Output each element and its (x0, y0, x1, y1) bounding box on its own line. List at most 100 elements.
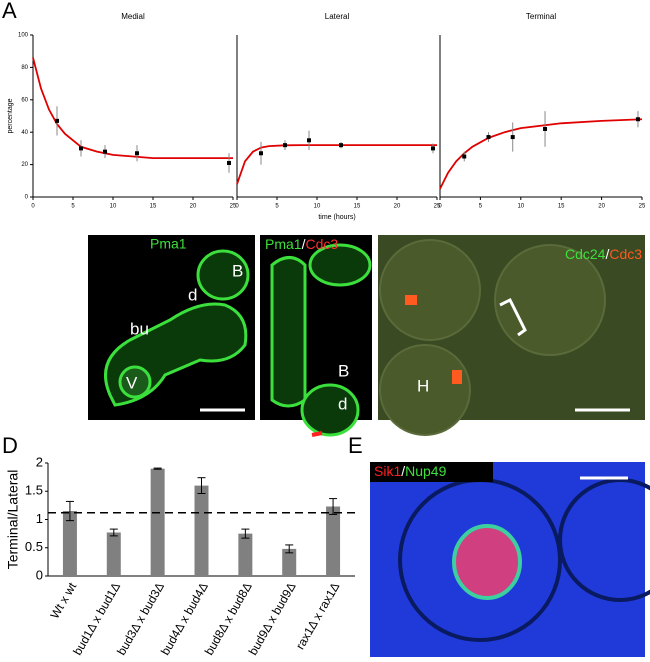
bar (106, 532, 121, 576)
y-tick-label: 20 (21, 162, 28, 168)
fit-curve (439, 118, 643, 190)
data-point (339, 143, 343, 148)
data-point (431, 146, 435, 151)
data-point (55, 118, 59, 123)
bar (238, 533, 253, 576)
x-tick-label: 0 (438, 204, 442, 210)
x-tick-label: rax1Δ x rax1Δ (293, 580, 342, 652)
chart-title: Lateral (325, 12, 350, 21)
y-tick-label: 0 (25, 195, 29, 201)
image-label: d (338, 394, 347, 413)
fit-curve (32, 57, 233, 160)
panel-label: E (348, 433, 363, 458)
stain: Cdc3 (305, 236, 338, 252)
y-tick-label: 0 (36, 567, 43, 582)
x-tick-label: 15 (558, 204, 565, 210)
data-point (486, 135, 491, 140)
stain-label: Sik1/Nup49 (374, 463, 447, 479)
panel-label: D (2, 433, 18, 458)
x-tick-label: 20 (598, 204, 605, 210)
image-label: H (417, 376, 429, 395)
stain: Sik1 (374, 463, 401, 479)
x-tick-label: 20 (190, 204, 197, 210)
x-axis-label: time (hours) (318, 214, 355, 221)
chart-title: Terminal (526, 12, 556, 21)
bar (62, 511, 77, 576)
x-tick-label: 25 (639, 204, 646, 210)
fit-curve (236, 144, 437, 185)
bar (326, 506, 341, 576)
y-tick-label: 100 (18, 33, 29, 39)
data-point (462, 154, 467, 159)
stain: / (401, 463, 405, 479)
cells (379, 239, 606, 436)
y-tick-label: 80 (21, 65, 28, 71)
x-tick-label: bud3Δ x bud3Δ (114, 580, 167, 657)
x-tick-label: 25 (230, 204, 237, 210)
data-point (543, 126, 548, 131)
image-label: B (338, 361, 349, 380)
data-point (510, 135, 515, 140)
x-tick-label: 10 (110, 204, 117, 210)
bar (150, 468, 165, 576)
y-tick-label: 1.5 (25, 483, 43, 498)
image-label: B (232, 261, 243, 280)
bracket (499, 297, 527, 337)
stain: Pma1 (265, 236, 302, 252)
cells (104, 249, 250, 407)
data-point (307, 138, 311, 143)
panel-label: A (2, 0, 17, 23)
cdc3-signal (311, 431, 323, 437)
nucleus (452, 524, 522, 600)
cells (270, 243, 372, 437)
x-tick-label: 5 (479, 204, 483, 210)
stain-label: Pma1/Cdc3 (265, 236, 338, 252)
stain: / (605, 246, 609, 262)
image-label: V (126, 373, 138, 392)
bar (282, 548, 297, 576)
bar (194, 485, 209, 576)
x-tick-label: 15 (150, 204, 157, 210)
y-axis-label: Terminal/Lateral (5, 470, 21, 570)
x-tick-label: 25 (434, 204, 441, 210)
x-tick-label: 5 (275, 204, 279, 210)
x-tick-label: bud4Δ x bud4Δ (158, 580, 211, 657)
data-point (135, 151, 139, 156)
label-box (370, 462, 493, 482)
x-tick-label: 10 (517, 204, 524, 210)
stain: Nup49 (405, 463, 446, 479)
y-axis-label: percentage (7, 98, 14, 133)
stain-label: Cdc24/Cdc3 (565, 246, 642, 262)
x-tick-label: 20 (394, 204, 401, 210)
stain: Cdc24 (565, 246, 606, 262)
x-tick-label: 5 (71, 204, 75, 210)
image-label: d (188, 285, 197, 304)
chart-title: Medial (121, 12, 145, 21)
x-tick-label: 10 (314, 204, 321, 210)
y-tick-label: 60 (21, 97, 28, 103)
x-tick-label: Wt x wt (47, 580, 79, 622)
data-point (635, 117, 640, 122)
y-tick-label: 0.5 (25, 539, 43, 554)
y-tick-label: 40 (21, 130, 28, 136)
y-tick-label: 1 (36, 511, 43, 526)
x-tick-label: 15 (354, 204, 361, 210)
stain: Cdc3 (609, 246, 642, 262)
x-tick-label: 0 (235, 204, 239, 210)
data-point (227, 160, 231, 165)
y-tick-label: 2 (36, 454, 43, 469)
cdc3-signal (452, 370, 462, 384)
data-point (103, 149, 107, 154)
x-tick-label: 0 (31, 204, 35, 210)
stain: / (302, 236, 306, 252)
image-label: bu (130, 319, 149, 338)
data-point (259, 151, 263, 156)
x-tick-label: bud8Δ x bud8Δ (202, 580, 255, 657)
data-point (79, 146, 83, 151)
stain-label: Pma1 (150, 236, 187, 252)
x-tick-label: bud1Δ x bud1Δ (70, 580, 123, 657)
cdc3-signal (405, 295, 417, 305)
x-tick-label: bud9Δ x bud9Δ (246, 580, 299, 657)
